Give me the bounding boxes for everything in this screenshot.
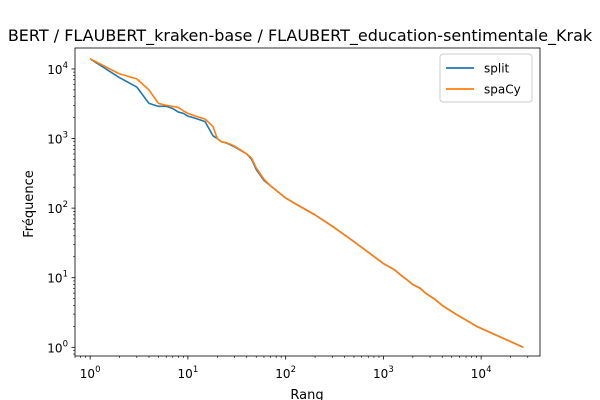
y-tick-label: 101 bbox=[47, 270, 68, 286]
plot-area bbox=[89, 58, 524, 349]
legend-label-split: split bbox=[484, 62, 510, 76]
y-tick-label: 100 bbox=[47, 339, 68, 355]
x-tick-label: 101 bbox=[178, 365, 199, 381]
y-axis-label: Fréquence bbox=[22, 170, 37, 237]
y-tick-label: 102 bbox=[47, 200, 68, 216]
x-axis-label: Rang bbox=[290, 388, 323, 400]
x-tick-label: 102 bbox=[275, 365, 296, 381]
axes-frame bbox=[74, 47, 541, 357]
series-line-spacy bbox=[89, 58, 524, 349]
legend-label-spacy: spaCy bbox=[484, 83, 521, 97]
y-tick-label: 104 bbox=[47, 61, 68, 77]
x-tick-label: 104 bbox=[471, 365, 492, 381]
chart-title: BERT / FLAUBERT_kraken-base / FLAUBERT_e… bbox=[8, 26, 593, 46]
axes: 100 101 102 103 104 100 101 102 103 104 bbox=[47, 47, 541, 381]
x-tick-label: 103 bbox=[373, 365, 394, 381]
x-tick-label: 100 bbox=[80, 365, 101, 381]
legend-box bbox=[439, 53, 533, 103]
y-tick-label: 103 bbox=[47, 131, 68, 147]
legend: split spaCy bbox=[439, 53, 533, 103]
